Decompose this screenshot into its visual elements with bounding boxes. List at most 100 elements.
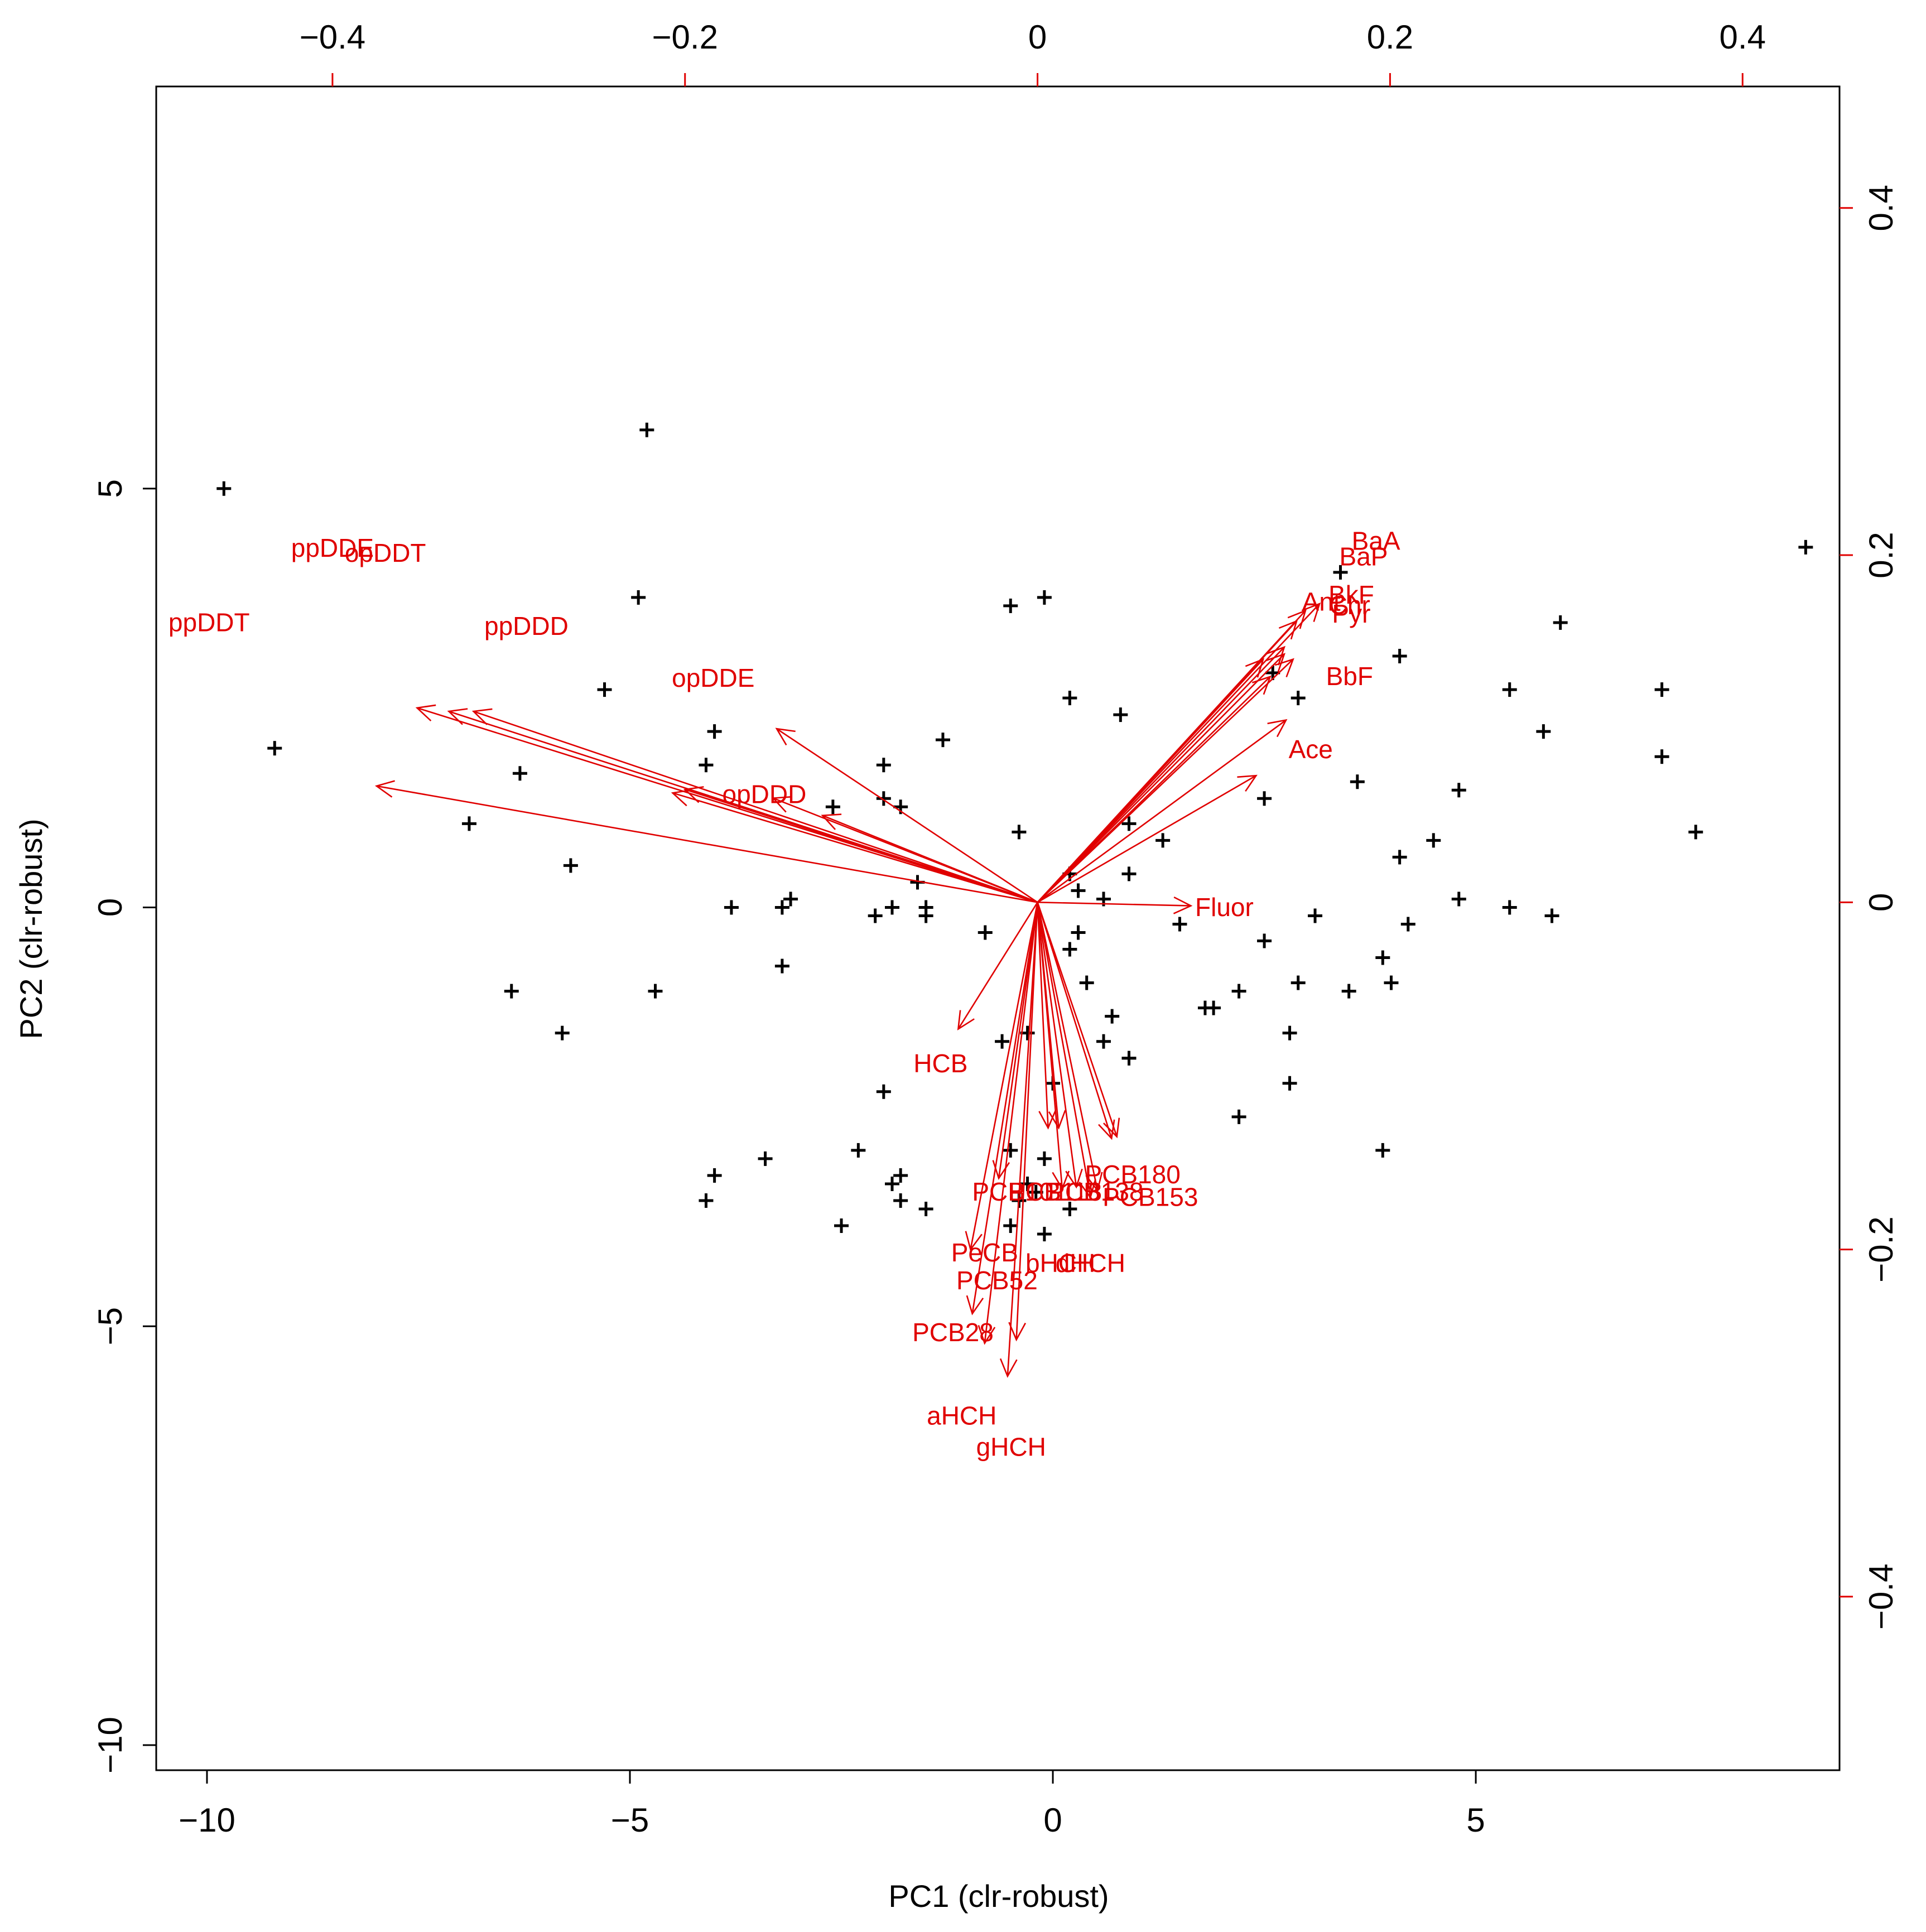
score-point [512,766,527,781]
score-point [884,1176,899,1191]
score-point [1037,1151,1052,1166]
loading-arrow [999,902,1038,1378]
loading-arrow [374,780,1038,903]
score-point [1062,1202,1077,1216]
score-point [1155,833,1171,848]
loading-label: opDDD [722,780,806,809]
score-point [1308,908,1323,923]
score-point [1798,539,1813,555]
score-point [639,422,654,437]
score-point [893,1168,908,1183]
score-point [1333,565,1348,580]
score-point [1536,724,1551,739]
score-point [1037,590,1052,605]
loading-arrow [1037,653,1285,903]
score-point [876,758,891,773]
loading-arrow [671,789,1038,903]
left-axis: −10 −5 0 5 [92,479,157,1774]
score-point [1206,1000,1221,1015]
loading-label: ppDDT [168,608,250,637]
loading-arrow [957,902,1038,1030]
loading-arrow [1037,774,1258,903]
score-point [1121,1051,1137,1066]
score-point [1172,917,1187,932]
score-point [758,1151,773,1166]
loading-arrow [683,786,1038,903]
loading-label: ppDDD [484,611,569,640]
top-x-tick-label: 0.2 [1367,18,1413,56]
score-point [918,1202,933,1216]
score-point [1392,850,1407,865]
loading-arrow [1037,658,1264,903]
score-point [1257,933,1272,948]
x-tick-label: −10 [179,1801,235,1839]
score-point [1096,1034,1111,1049]
score-point [1257,791,1272,806]
score-point [825,799,840,815]
loading-arrow [1037,719,1288,903]
score-point [978,925,993,940]
loading-label: PCB118 [1008,1177,1102,1206]
score-point [868,908,883,923]
score-point [1544,908,1559,923]
score-point [1071,925,1086,940]
right-y-tick-label: 0.4 [1862,185,1900,231]
x-tick-label: −5 [611,1801,649,1839]
score-point [1341,984,1356,999]
loading-label: dHCH [1056,1249,1125,1278]
loading-label: opDDE [672,663,754,692]
loading-arrow [1008,902,1038,1342]
loading-label: PeCB [951,1238,1018,1267]
score-point [707,724,722,739]
loading-label: HCB [913,1049,967,1078]
loading-arrow [1037,902,1120,1139]
loading-label: BaA [1352,526,1400,555]
score-point [461,816,476,831]
score-point [876,791,891,806]
score-point [834,1218,849,1234]
score-point [1400,917,1415,932]
loading-arrow [978,902,1038,1345]
loading-label: opDDT [345,538,426,567]
score-point [1282,1025,1297,1040]
score-point [1003,598,1018,613]
top-axis: −0.4 −0.2 0 0.2 0.4 [300,18,1766,86]
loadings-arrows-layer [374,603,1321,1378]
loading-label: bHCH [1025,1249,1095,1278]
score-point [699,758,714,773]
loading-label: Fluor [1195,893,1254,922]
score-point [1654,682,1669,697]
score-point [1012,825,1027,840]
loading-arrow [965,902,1038,1251]
score-point [1231,1109,1246,1124]
x-axis-title: PC1 (clr-robust) [888,1878,1109,1914]
score-point [1003,1218,1018,1234]
score-point [783,892,798,907]
score-point [1654,749,1669,764]
score-point [893,1193,908,1208]
score-point [724,900,739,915]
x-tick-label: 5 [1466,1801,1485,1839]
right-y-tick-label: 0 [1862,893,1900,912]
score-point [1392,649,1407,664]
y-tick-label: −5 [92,1307,129,1345]
loading-label: PCB138 [1048,1177,1143,1206]
score-point [1003,1143,1018,1158]
y-tick-label: 0 [92,898,129,917]
score-point [1062,942,1077,957]
loading-arrow [1037,675,1272,903]
y-axis-title: PC2 (clr-robust) [13,818,49,1039]
score-point [1291,691,1306,706]
score-point [648,984,663,999]
right-y-tick-label: −0.2 [1862,1216,1900,1282]
score-point [1121,816,1137,831]
score-point [884,900,899,915]
score-point [1037,1227,1052,1242]
score-point [1121,866,1137,881]
right-y-tick-label: −0.4 [1862,1564,1900,1630]
score-point [1079,975,1094,990]
score-point [935,733,950,748]
loading-label: Pyr [1332,599,1370,628]
scores-layer [216,422,1813,1242]
